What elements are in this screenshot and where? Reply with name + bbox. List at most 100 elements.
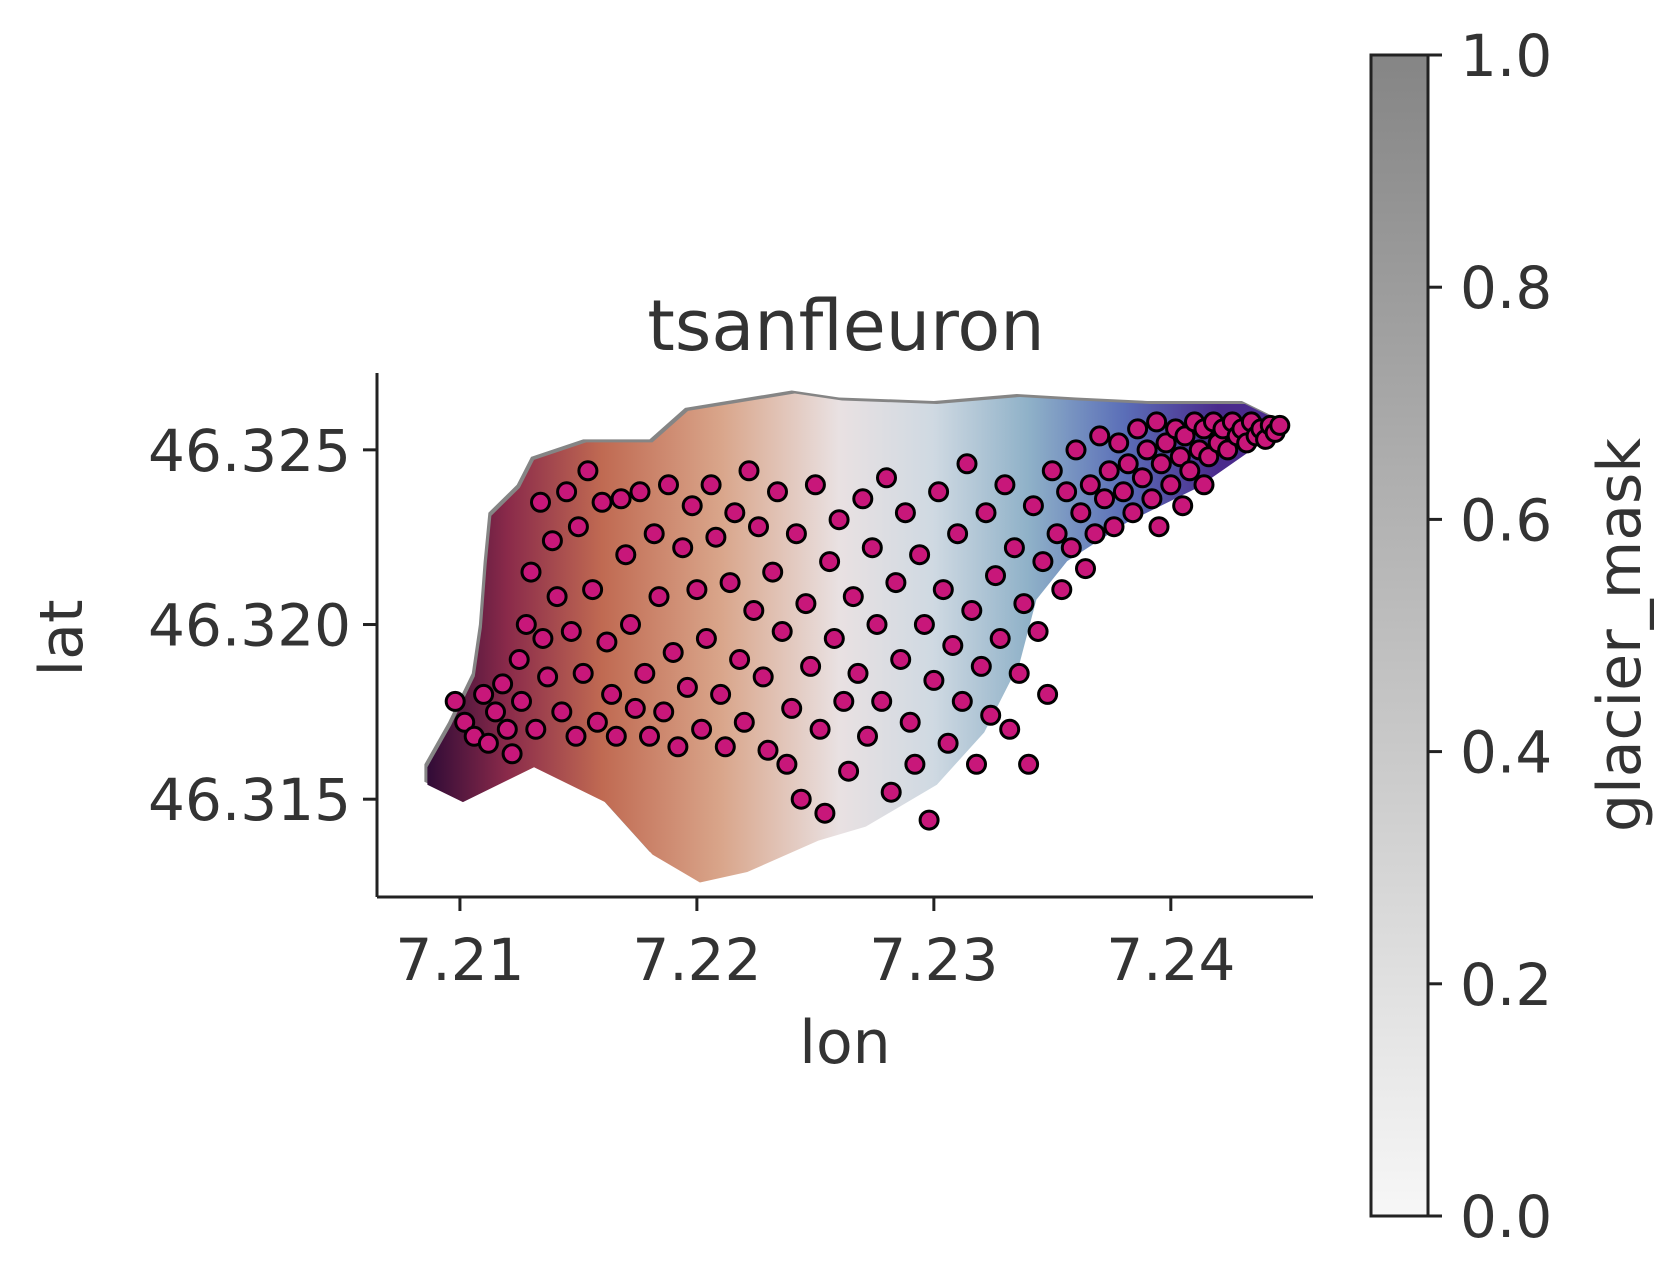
x-tick-label: 7.24 (1106, 926, 1235, 994)
x-tick-label: 7.21 (395, 926, 524, 994)
data-point (556, 481, 578, 503)
data-point (1179, 460, 1201, 482)
data-point (710, 683, 732, 705)
data-point (899, 711, 921, 733)
data-point (785, 523, 807, 545)
data-point (662, 642, 684, 663)
data-point (904, 753, 926, 775)
data-point (947, 523, 969, 545)
data-point (937, 732, 959, 754)
y-tick-label: 46.325 (148, 417, 351, 485)
colorbar-tick-label: 0.4 (1460, 719, 1552, 787)
data-point (724, 502, 746, 524)
data-point (1269, 414, 1291, 436)
data-point (757, 739, 779, 761)
data-point (909, 544, 931, 566)
data-point (643, 523, 665, 545)
data-point (767, 481, 788, 503)
data-point (885, 572, 907, 594)
data-point (714, 736, 736, 758)
data-point (639, 725, 660, 747)
data-point (838, 760, 860, 782)
data-point (676, 676, 698, 698)
data-point (956, 453, 978, 475)
data-point (1056, 481, 1078, 503)
data-point (776, 753, 798, 775)
data-point (496, 718, 518, 740)
data-point (790, 788, 812, 810)
data-point (771, 621, 793, 642)
data-point (876, 467, 897, 489)
data-point (1103, 516, 1125, 538)
data-point (1089, 425, 1111, 447)
data-point (541, 530, 563, 552)
data-point (781, 697, 803, 719)
data-point (733, 711, 755, 733)
colorbar: 0.0 0.2 0.4 0.6 0.8 1.0 glacier_mask (1369, 22, 1655, 1251)
data-point (454, 711, 476, 733)
data-point (819, 551, 841, 573)
data-point (1172, 495, 1194, 517)
data-point (700, 474, 722, 496)
data-point (871, 690, 893, 712)
plot-area (424, 390, 1291, 883)
data-point (970, 655, 992, 677)
data-point (658, 474, 679, 496)
data-point (866, 614, 888, 635)
x-tick-label: 7.23 (869, 926, 998, 994)
data-point (582, 579, 604, 601)
data-point (473, 683, 495, 705)
data-point (814, 802, 836, 824)
data-point (719, 572, 741, 594)
data-point (961, 600, 983, 621)
data-point (804, 474, 826, 496)
scatter-points (444, 411, 1291, 831)
data-point (1084, 523, 1106, 545)
data-point (1022, 495, 1044, 517)
data-point (572, 662, 594, 684)
y-tick-label: 46.320 (148, 592, 351, 660)
data-point (1060, 537, 1082, 559)
data-point (857, 725, 878, 747)
data-point (748, 516, 769, 538)
data-point (1003, 537, 1025, 559)
data-point (1013, 593, 1035, 615)
data-point (591, 491, 613, 513)
data-point (477, 732, 499, 754)
data-point (525, 718, 547, 740)
data-point (809, 718, 831, 740)
y-axis-label: lat (27, 600, 97, 677)
data-point (624, 697, 646, 719)
data-point (605, 725, 627, 747)
y-tick-label: 46.315 (148, 766, 351, 834)
data-point (1146, 411, 1168, 433)
data-point (1136, 439, 1158, 461)
data-point (1070, 502, 1092, 524)
colorbar-tick-label: 0.2 (1460, 951, 1552, 1019)
colorbar-tick-label: 0.0 (1460, 1183, 1552, 1251)
data-point (1160, 474, 1182, 496)
data-point (999, 718, 1021, 740)
data-point (951, 690, 973, 712)
data-point (520, 561, 542, 583)
data-point (1198, 446, 1220, 468)
data-point (1117, 453, 1139, 475)
chart-title: tsanfleuron (647, 285, 1044, 367)
data-point (596, 631, 618, 653)
data-point (1108, 432, 1130, 454)
data-point (932, 579, 954, 601)
colorbar-tick-label: 0.8 (1460, 254, 1552, 322)
data-point (1127, 418, 1149, 440)
data-point (620, 614, 641, 635)
colorbar-tick-label: 1.0 (1460, 22, 1552, 90)
data-point (842, 586, 864, 608)
data-point (762, 561, 784, 583)
data-point (501, 743, 523, 765)
data-point (681, 495, 703, 517)
data-point (1065, 439, 1087, 461)
data-point (729, 649, 751, 670)
data-point (615, 544, 637, 566)
data-point (985, 565, 1006, 587)
data-point (1169, 446, 1191, 468)
